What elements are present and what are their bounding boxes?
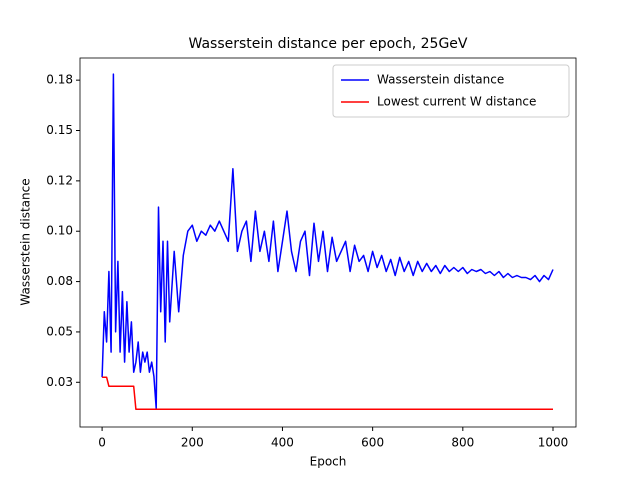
legend-box bbox=[332, 64, 570, 118]
y-tick-label: 0.15 bbox=[46, 123, 73, 137]
series-line bbox=[102, 376, 553, 411]
plot-frame bbox=[79, 57, 577, 428]
y-axis-label: Wasserstein distance bbox=[19, 178, 33, 305]
x-axis-label: Epoch bbox=[310, 455, 347, 469]
y-tick-label: 0.12 bbox=[46, 173, 73, 187]
y-tick-label: 0.18 bbox=[46, 73, 73, 87]
x-tick-label: 600 bbox=[361, 436, 384, 450]
legend-label: Lowest current W distance bbox=[377, 95, 536, 109]
x-tick-label: 1000 bbox=[538, 436, 569, 450]
series-line bbox=[101, 73, 554, 410]
x-tick-label: 0 bbox=[98, 436, 106, 450]
y-tick-label: 0.03 bbox=[46, 375, 73, 389]
y-tick-label: 0.08 bbox=[46, 274, 73, 288]
legend-label: Wasserstein distance bbox=[377, 73, 504, 87]
y-tick-label: 0.05 bbox=[46, 324, 73, 338]
y-tick-label: 0.10 bbox=[46, 224, 73, 238]
x-tick-label: 400 bbox=[271, 436, 294, 450]
x-tick-label: 800 bbox=[451, 436, 474, 450]
chart-title: Wasserstein distance per epoch, 25GeV bbox=[189, 36, 468, 52]
x-tick-label: 200 bbox=[181, 436, 204, 450]
